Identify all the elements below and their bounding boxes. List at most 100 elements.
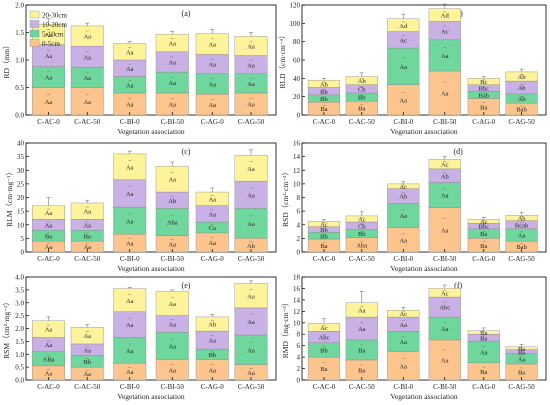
significance-label: Aa	[126, 298, 134, 305]
bar-segment	[113, 153, 147, 180]
y-tick-label: 10	[293, 180, 301, 188]
significance-label: Ba	[320, 243, 327, 250]
x-tick-label: C-BI-50	[433, 383, 457, 391]
x-axis-label: Vegetation association	[390, 127, 458, 136]
significance-label: Ba	[358, 106, 365, 113]
x-tick-label: C-AC-0	[37, 118, 60, 126]
significance-label: Aa	[45, 222, 53, 229]
significance-label: Aa	[83, 333, 91, 340]
significance-label: Aba	[167, 220, 178, 227]
y-axis-label: RSM（cm²·mg⁻¹）	[2, 298, 11, 359]
significance-label: Bb	[208, 352, 216, 359]
significance-label: Aa	[126, 241, 134, 248]
significance-label: Cb	[358, 223, 366, 230]
y-tick-label: 4	[297, 354, 301, 362]
significance-label: Ba	[480, 104, 487, 111]
significance-label: Aa	[518, 356, 526, 363]
significance-label: Ba	[480, 330, 487, 337]
significance-label: Bab	[516, 244, 526, 251]
significance-label: Ba	[480, 243, 487, 250]
significance-label: Aa	[45, 371, 53, 378]
significance-label: Aa	[83, 54, 91, 61]
x-tick-label: C-AC-0	[313, 118, 336, 126]
y-tick-label: 35	[17, 153, 25, 161]
y-tick-label: 0.0	[15, 112, 24, 120]
significance-label: Aa	[247, 166, 255, 173]
panel-label: (f)	[454, 281, 462, 290]
bar-segment	[428, 70, 461, 116]
panel-f: 0 2 4 6 8 10 12 14 16 18 RMD（mg·cm⁻³） (f) Ba Bb Abc Ac C…	[281, 274, 547, 401]
significance-label: Aa	[208, 82, 216, 89]
significance-label: Ab	[441, 173, 449, 180]
bar-segment	[234, 307, 268, 336]
y-axis-label: RMD（mg·cm⁻³）	[281, 299, 290, 359]
significance-label: Aa	[247, 102, 255, 109]
significance-label: Aa	[247, 319, 255, 326]
significance-label: Bc	[480, 79, 487, 86]
significance-label: Abc	[319, 335, 330, 342]
significance-label: Ab	[518, 216, 526, 223]
significance-label: ABa	[43, 356, 55, 363]
significance-label: Bb	[320, 227, 328, 234]
significance-label: Aa	[441, 326, 449, 333]
significance-label: Aa	[45, 99, 53, 106]
x-axis-label: Vegetation association	[117, 392, 185, 401]
significance-label: Aa	[168, 80, 176, 87]
significance-label: Ac	[320, 325, 328, 332]
significance-label: Ab	[518, 85, 526, 92]
x-tick-label: C-AG-0	[201, 118, 224, 126]
x-tick-label: C-AC-50	[349, 383, 376, 391]
significance-label: Aa	[45, 327, 53, 334]
y-tick-label: 100	[290, 20, 301, 28]
legend-swatch	[29, 29, 40, 38]
significance-label: Aa	[168, 60, 176, 67]
significance-label: Ac	[399, 311, 407, 318]
bar-segment	[113, 179, 147, 208]
significance-label: Ab	[208, 322, 216, 329]
y-tick-label: 14	[293, 296, 301, 304]
y-tick-label: 6	[297, 208, 301, 216]
y-tick-label: 6	[297, 342, 301, 350]
significance-label: Aa	[518, 233, 526, 240]
bar-segment	[234, 208, 268, 239]
significance-label: Aa	[45, 244, 53, 251]
y-tick-label: 0	[297, 377, 301, 385]
significance-label: Ba	[84, 233, 91, 240]
significance-label: Aa	[168, 301, 176, 308]
y-tick-label: 20	[293, 93, 301, 101]
y-tick-label: 40	[293, 75, 301, 83]
legend-label: 20-30cm	[42, 12, 67, 20]
x-tick-label: C-AG-0	[472, 118, 495, 126]
significance-label: Aa	[126, 49, 134, 56]
significance-label: Aa	[126, 164, 134, 171]
significance-label: Ba	[320, 366, 327, 373]
significance-label: Aa	[83, 209, 91, 216]
significance-label: Ba	[518, 349, 525, 356]
significance-label: Aa	[399, 339, 407, 346]
significance-label: Ba	[518, 370, 525, 377]
y-tick-label: 8	[297, 331, 301, 339]
y-tick-label: 0.5	[15, 364, 24, 372]
significance-label: Aa	[247, 221, 255, 228]
significance-label: Aa	[126, 369, 134, 376]
x-tick-label: C-BI-0	[120, 383, 140, 391]
y-tick-label: 3.5	[15, 286, 24, 294]
bar-segment	[387, 47, 420, 85]
bar-segment	[428, 182, 461, 208]
panel-e: 0.0 0.5 1.0 1.5 2.0 2.5 3.0 3.5 4.0 RSM（cm²·mg⁻¹）…	[2, 274, 277, 401]
significance-label: Aa	[45, 210, 53, 217]
x-tick-label: C-AG-50	[238, 118, 265, 126]
significance-label: Ad	[399, 23, 408, 30]
significance-label: Aa	[83, 75, 91, 82]
x-axis-label: Vegetation association	[390, 264, 458, 273]
legend-label: 0-5cm	[42, 40, 60, 48]
y-tick-label: 0	[21, 249, 25, 257]
bar-segment	[234, 155, 268, 182]
significance-label: Ba	[45, 233, 52, 240]
bar-segment	[234, 283, 268, 309]
x-tick-label: C-BI-50	[433, 118, 457, 126]
significance-label: Aa	[126, 102, 134, 109]
x-tick-label: C-AG-50	[508, 383, 535, 391]
significance-label: Aa	[126, 82, 134, 89]
